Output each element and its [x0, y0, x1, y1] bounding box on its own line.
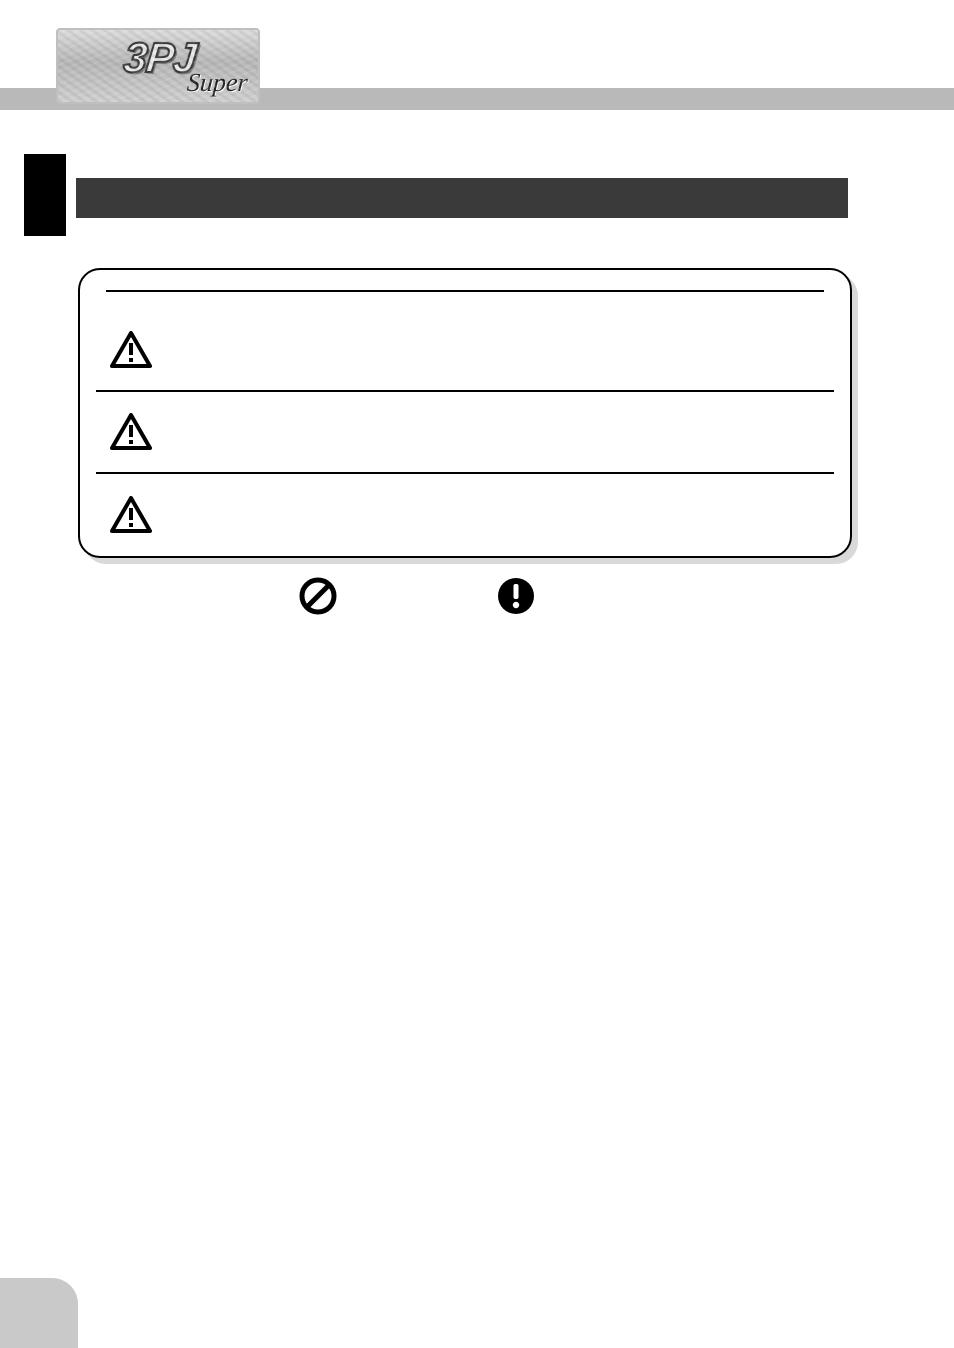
info-box-top-gap	[96, 292, 834, 310]
section-heading-bar	[76, 178, 848, 218]
info-row	[96, 392, 834, 474]
safety-info-box-frame	[78, 268, 852, 558]
legend-icons-row	[78, 576, 852, 622]
info-row	[96, 474, 834, 556]
warning-triangle-icon	[110, 496, 152, 534]
logo-sub-text: Super	[186, 68, 249, 98]
prohibit-icon	[298, 576, 338, 621]
page-corner-tab	[0, 1278, 78, 1348]
mandatory-icon	[496, 576, 536, 621]
warning-triangle-icon	[110, 331, 152, 369]
info-row	[96, 310, 834, 392]
warning-triangle-icon	[110, 413, 152, 451]
side-tab	[24, 154, 66, 236]
logo-badge: 3PJ Super	[56, 28, 260, 104]
safety-info-box	[78, 268, 852, 558]
